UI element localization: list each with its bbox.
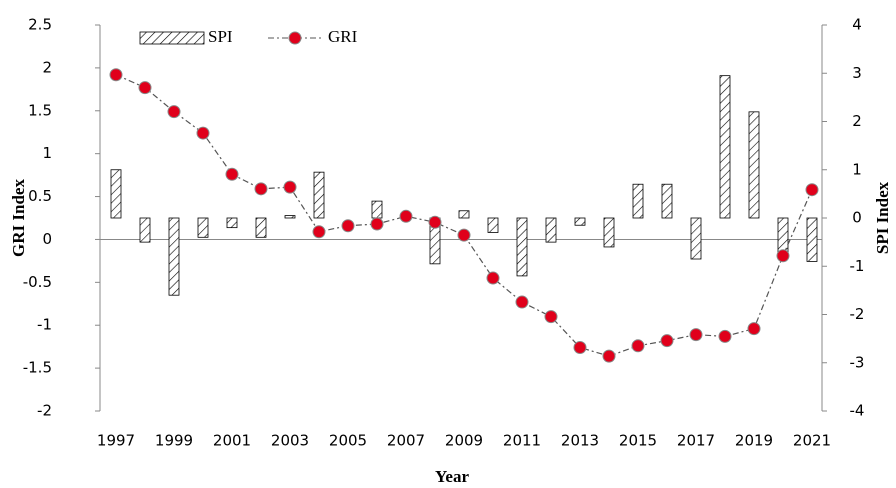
bar: [284, 215, 296, 219]
point: [486, 271, 500, 285]
bar: [371, 200, 383, 219]
y2-axis-title: SPI Index: [873, 181, 892, 254]
point: [718, 329, 732, 343]
x-tick-label: 2019: [735, 432, 773, 450]
point: [428, 215, 442, 229]
x-tick-label: 2003: [271, 432, 309, 450]
bar: [313, 171, 325, 219]
bar: [603, 217, 615, 248]
bar: [690, 217, 702, 260]
x-tick-label: 2011: [503, 432, 541, 450]
point: [399, 209, 413, 223]
bar: [255, 217, 267, 238]
y-tick-label: 0: [42, 230, 52, 248]
point: [370, 217, 384, 231]
bar: [226, 217, 238, 229]
y2-tick-label: -1: [850, 257, 865, 275]
bar: [719, 75, 731, 219]
point: [283, 180, 297, 194]
y-tick-label: -1.5: [23, 359, 52, 377]
x-tick-label: 2005: [329, 432, 367, 450]
bar: [197, 217, 209, 238]
point: [747, 322, 761, 336]
point: [776, 249, 790, 263]
x-tick-label: 2001: [213, 432, 251, 450]
bar: [661, 183, 673, 219]
bar: [748, 111, 760, 219]
bar: [574, 217, 586, 226]
point: [138, 81, 152, 95]
y2-tick-label: 0: [852, 209, 862, 227]
y2-tick-label: -3: [850, 353, 865, 371]
y-tick-label: 1: [42, 144, 52, 162]
y2-tick-label: -4: [850, 402, 865, 420]
y2-tick-label: 4: [852, 16, 862, 34]
bar: [487, 217, 499, 233]
y2-tick-label: 3: [852, 64, 862, 82]
y2-tick-label: 2: [852, 112, 862, 130]
bar: [139, 217, 151, 243]
y2-tick-label: -2: [850, 305, 865, 323]
point: [631, 339, 645, 353]
legend-swatch: [288, 31, 302, 45]
point: [167, 105, 181, 119]
bar: [458, 210, 470, 219]
x-tick-label: 2017: [677, 432, 715, 450]
legend-label: SPI: [208, 27, 233, 46]
point: [805, 183, 819, 197]
bar: [632, 183, 644, 219]
x-tick-label: 1999: [155, 432, 193, 450]
y-tick-label: 1.5: [28, 101, 52, 119]
x-tick-label: 2009: [445, 432, 483, 450]
point: [254, 182, 268, 196]
point: [573, 341, 587, 355]
y-tick-label: -2: [37, 402, 52, 420]
x-tick-label: 2015: [619, 432, 657, 450]
x-axis-title: Year: [435, 467, 469, 486]
y2-tick-label: 1: [852, 160, 862, 178]
point: [225, 167, 239, 181]
y-tick-label: -1: [37, 316, 52, 334]
bar: [545, 217, 557, 243]
bar: [516, 217, 528, 277]
x-tick-label: 2021: [793, 432, 831, 450]
legend-swatch: [139, 31, 205, 45]
point: [544, 310, 558, 324]
bar: [806, 217, 818, 262]
point: [312, 225, 326, 239]
y-axis-title: GRI Index: [9, 179, 28, 257]
y-tick-label: 2.5: [28, 16, 52, 34]
y-tick-label: 0.5: [28, 187, 52, 205]
point: [341, 219, 355, 233]
bar: [110, 169, 122, 219]
point: [515, 295, 529, 309]
point: [602, 349, 616, 363]
legend-label: GRI: [328, 27, 358, 46]
point: [109, 68, 123, 82]
point: [660, 334, 674, 348]
x-tick-label: 2007: [387, 432, 425, 450]
point: [457, 228, 471, 242]
y-tick-label: 2: [42, 58, 52, 76]
x-tick-label: 1997: [97, 432, 135, 450]
x-tick-label: 2013: [561, 432, 599, 450]
bar: [168, 217, 180, 296]
point: [689, 328, 703, 342]
y-tick-label: -0.5: [23, 273, 52, 291]
point: [196, 126, 210, 140]
